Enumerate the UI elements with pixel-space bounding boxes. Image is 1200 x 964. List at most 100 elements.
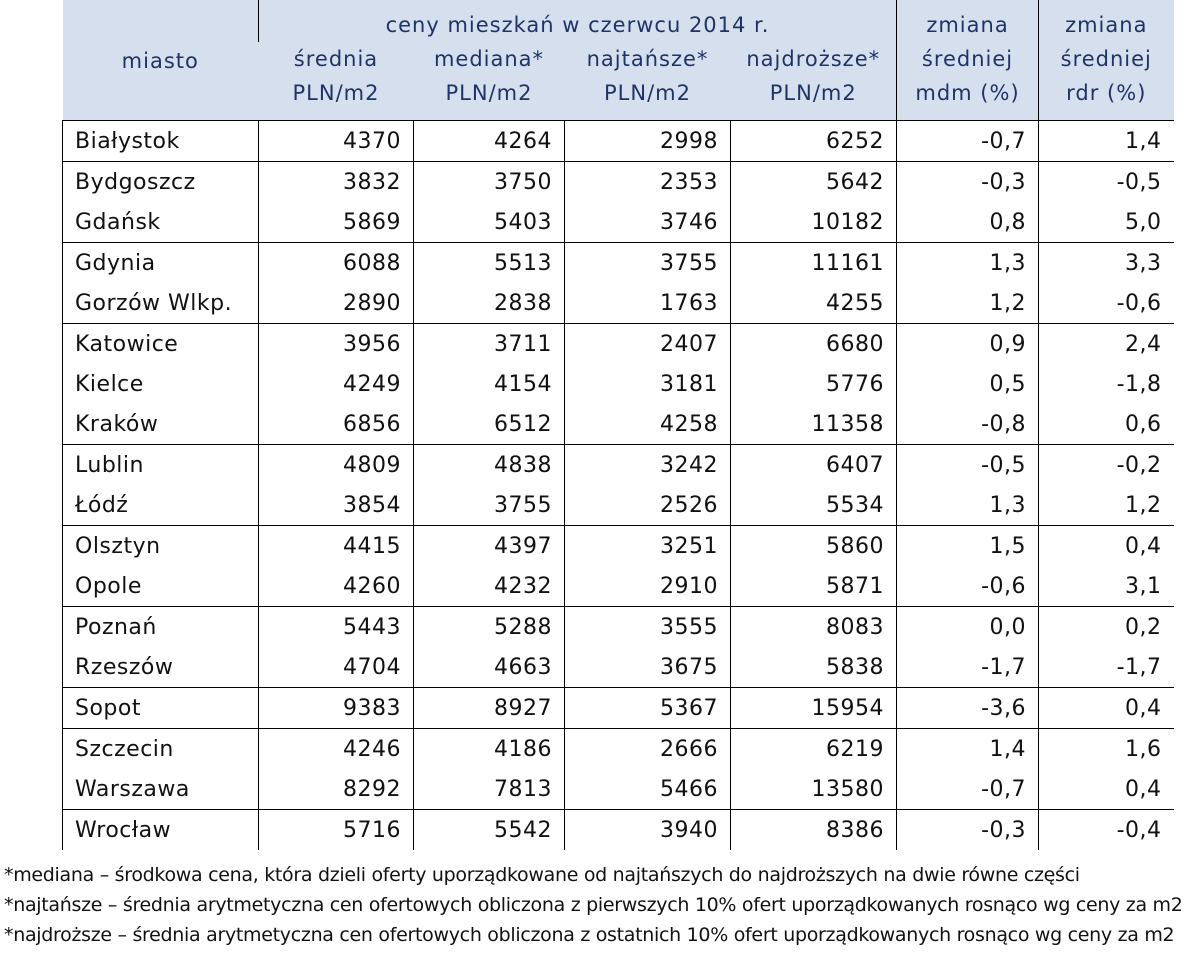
cell-najtansze: 5367 — [564, 687, 731, 729]
cell-city: Szczecin — [62, 728, 259, 769]
header-srednia-line2: PLN/m2 — [292, 81, 380, 105]
cell-srednia: 5869 — [258, 202, 414, 243]
cell-mdm: 0,8 — [896, 202, 1039, 243]
cell-mdm: 0,5 — [896, 364, 1039, 404]
cell-rdr: 2,4 — [1038, 323, 1174, 364]
cell-srednia: 6088 — [258, 242, 414, 283]
cell-rdr: -0,2 — [1038, 444, 1174, 485]
cell-mediana: 6512 — [413, 404, 565, 445]
table-row: Białystok 4370 4264 2998 6252 -0,7 1,4 — [62, 120, 1174, 162]
cell-mdm: -1,7 — [896, 647, 1039, 688]
cell-mdm: 1,4 — [896, 728, 1039, 769]
cell-najdrozsze: 5838 — [729, 647, 897, 688]
cell-mediana: 3750 — [413, 161, 565, 202]
cell-srednia: 4704 — [258, 647, 414, 688]
cell-rdr: 0,4 — [1038, 687, 1174, 729]
cell-mediana: 4397 — [413, 525, 565, 566]
cell-rdr: -0,5 — [1038, 161, 1174, 202]
table-header: miasto ceny mieszkań w czerwcu 2014 r. z… — [62, 0, 1174, 121]
cell-najdrozsze: 5642 — [729, 161, 897, 202]
header-change-rdr-line1: zmiana — [1065, 13, 1148, 37]
header-srednia: średnia PLN/m2 — [258, 42, 414, 121]
cell-najtansze: 3755 — [564, 242, 731, 283]
cell-city: Katowice — [62, 323, 259, 364]
table-row: Katowice 3956 3711 2407 6680 0,9 2,4 — [62, 323, 1174, 364]
cell-mdm: 1,3 — [896, 485, 1039, 526]
cell-najtansze: 3675 — [564, 647, 731, 688]
cell-srednia: 2890 — [258, 283, 414, 324]
cell-mediana: 7813 — [413, 769, 565, 810]
cell-city: Lublin — [62, 444, 259, 485]
cell-najtansze: 2526 — [564, 485, 731, 526]
table-row: Gdańsk 5869 5403 3746 10182 0,8 5,0 — [62, 202, 1174, 243]
cell-mediana: 5513 — [413, 242, 565, 283]
cell-srednia: 3832 — [258, 161, 414, 202]
cell-mdm: -0,6 — [896, 566, 1039, 607]
cell-srednia: 3956 — [258, 323, 414, 364]
table-row: Wrocław 5716 5542 3940 8386 -0,3 -0,4 — [62, 809, 1174, 850]
cell-rdr: 0,4 — [1038, 769, 1174, 810]
cell-mdm: -0,7 — [896, 769, 1039, 810]
cell-mediana: 3755 — [413, 485, 565, 526]
cell-rdr: 3,3 — [1038, 242, 1174, 283]
cell-rdr: 5,0 — [1038, 202, 1174, 243]
cell-mdm: 0,0 — [896, 606, 1039, 647]
cell-mdm: -0,3 — [896, 809, 1039, 850]
cell-najtansze: 4258 — [564, 404, 731, 445]
cell-najdrozsze: 5534 — [729, 485, 897, 526]
header-change-mdm-line1: zmiana — [926, 13, 1009, 37]
header-mediana: mediana* PLN/m2 — [413, 42, 565, 121]
cell-mdm: 0,9 — [896, 323, 1039, 364]
cell-mediana: 8927 — [413, 687, 565, 729]
cell-city: Olsztyn — [62, 525, 259, 566]
cell-mdm: -0,7 — [896, 120, 1039, 162]
footnote-najdrozsze: *najdroższe – średnia arytmetyczna cen o… — [4, 924, 1175, 946]
cell-srednia: 4415 — [258, 525, 414, 566]
cell-city: Opole — [62, 566, 259, 607]
cell-najdrozsze: 5860 — [729, 525, 897, 566]
table-row: Lublin 4809 4838 3242 6407 -0,5 -0,2 — [62, 444, 1174, 485]
cell-rdr: 1,6 — [1038, 728, 1174, 769]
header-change-rdr: zmiana średniej rdr (%) — [1038, 0, 1174, 121]
cell-srednia: 8292 — [258, 769, 414, 810]
cell-najdrozsze: 10182 — [729, 202, 897, 243]
cell-najdrozsze: 11161 — [729, 242, 897, 283]
cell-najdrozsze: 15954 — [729, 687, 897, 729]
header-city-label: miasto — [121, 49, 199, 73]
cell-najtansze: 3746 — [564, 202, 731, 243]
table-row: Bydgoszcz 3832 3750 2353 5642 -0,3 -0,5 — [62, 161, 1174, 202]
table-body: Białystok 4370 4264 2998 6252 -0,7 1,4 Bydgoszc… — [62, 120, 1174, 850]
header-price-group: ceny mieszkań w czerwcu 2014 r. — [257, 0, 897, 42]
cell-city: Białystok — [62, 120, 259, 162]
header-najdrozsze: najdroższe* PLN/m2 — [730, 42, 897, 121]
cell-city: Sopot — [62, 687, 259, 729]
header-change-mdm-line3: mdm (%) — [915, 81, 1020, 105]
cell-najdrozsze: 6680 — [729, 323, 897, 364]
cell-najdrozsze: 13580 — [729, 769, 897, 810]
table-row: Gdynia 6088 5513 3755 11161 1,3 3,3 — [62, 242, 1174, 283]
cell-najtansze: 3242 — [564, 444, 731, 485]
table-row: Gorzów Wlkp. 2890 2838 1763 4255 1,2 -0,6 — [62, 283, 1174, 324]
cell-najtansze: 1763 — [564, 283, 731, 324]
cell-srednia: 5443 — [258, 606, 414, 647]
cell-mdm: -3,6 — [896, 687, 1039, 729]
cell-srednia: 4246 — [258, 728, 414, 769]
cell-najtansze: 2910 — [564, 566, 731, 607]
cell-rdr: -0,4 — [1038, 809, 1174, 850]
cell-najdrozsze: 11358 — [729, 404, 897, 445]
footnote-najtansze: *najtańsze – średnia arytmetyczna cen of… — [4, 894, 1183, 916]
cell-mediana: 2838 — [413, 283, 565, 324]
table-row: Sopot 9383 8927 5367 15954 -3,6 0,4 — [62, 687, 1174, 729]
cell-mdm: 1,5 — [896, 525, 1039, 566]
cell-mediana: 4232 — [413, 566, 565, 607]
header-change-mdm: zmiana średniej mdm (%) — [896, 0, 1039, 121]
header-price-group-label: ceny mieszkań w czerwcu 2014 r. — [385, 13, 770, 37]
cell-najdrozsze: 6219 — [729, 728, 897, 769]
cell-najdrozsze: 4255 — [729, 283, 897, 324]
header-mediana-line2: PLN/m2 — [445, 81, 533, 105]
cell-najtansze: 3555 — [564, 606, 731, 647]
cell-mdm: -0,3 — [896, 161, 1039, 202]
table-row: Poznań 5443 5288 3555 8083 0,0 0,2 — [62, 606, 1174, 647]
cell-srednia: 4260 — [258, 566, 414, 607]
header-srednia-line1: średnia — [293, 47, 379, 71]
